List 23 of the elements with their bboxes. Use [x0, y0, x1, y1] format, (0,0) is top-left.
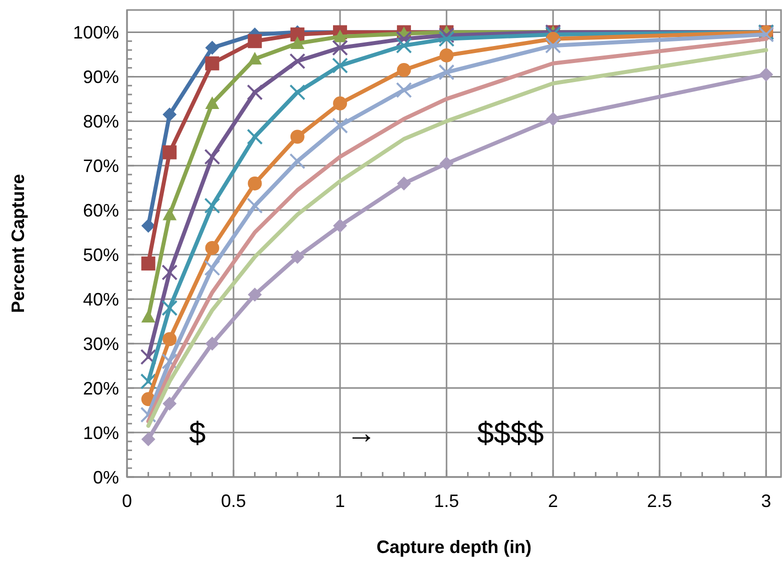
y-tick-label: 10%	[82, 422, 119, 443]
annotation: $	[188, 417, 206, 450]
x-tick-label: 3	[761, 491, 772, 511]
x-tick-label: 2	[548, 491, 558, 511]
x-tick-label: 1.5	[434, 491, 460, 511]
y-tick-label: 20%	[82, 378, 119, 398]
x-axis-title: Capture depth (in)	[376, 537, 532, 557]
y-tick-label: 0%	[92, 467, 119, 488]
y-tick-label: 50%	[82, 244, 119, 265]
x-tick-label: 2.5	[647, 491, 672, 511]
x-tick-label: 0.5	[221, 491, 246, 511]
x-tick-label: 0	[122, 491, 132, 511]
annotation: $$$$	[477, 417, 544, 450]
y-tick-label: 30%	[82, 334, 119, 354]
y-tick-label: 100%	[72, 22, 119, 43]
y-axis-title: Percent Capture	[8, 174, 28, 314]
y-tick-label: 80%	[82, 111, 119, 132]
y-tick-label: 60%	[82, 200, 119, 220]
y-tick-label: 70%	[82, 156, 119, 176]
y-tick-label: 90%	[82, 67, 119, 88]
annotation: →	[346, 417, 376, 450]
x-tick-label: 1	[335, 491, 346, 511]
y-tick-label: 40%	[82, 289, 119, 310]
